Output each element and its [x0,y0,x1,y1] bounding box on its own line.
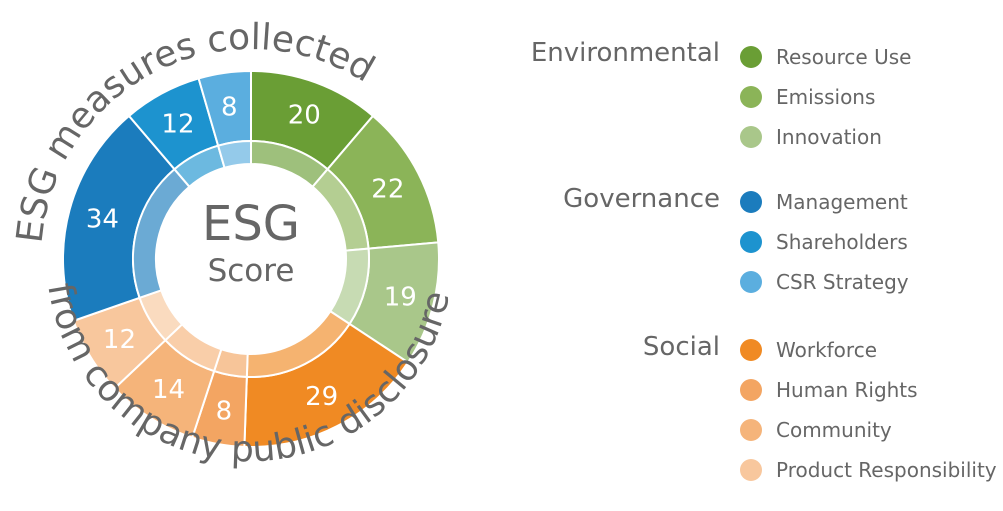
legend-swatch [740,271,762,293]
slice-label-csr-strategy: 8 [221,93,238,123]
legend-item-human-rights: Human Rights [740,376,918,404]
legend-label: Shareholders [776,230,908,254]
legend-swatch [740,86,762,108]
legend: Environmental Resource Use Emissions Inn… [530,0,1000,511]
legend-label: Community [776,418,892,442]
legend-swatch [740,231,762,253]
legend-swatch [740,379,762,401]
legend-item-innovation: Innovation [740,123,882,151]
legend-group-social: Social [642,332,720,362]
legend-swatch [740,191,762,213]
legend-label: Human Rights [776,378,918,402]
legend-item-community: Community [740,416,892,444]
legend-swatch [740,46,762,68]
legend-label: Resource Use [776,45,912,69]
legend-group-environmental: Environmental [530,38,720,68]
legend-label: CSR Strategy [776,270,909,294]
legend-label: Product Responsibility [776,458,997,482]
legend-swatch [740,339,762,361]
center-subtitle: Score [208,253,295,289]
legend-label: Innovation [776,125,882,149]
legend-item-resource-use: Resource Use [740,43,911,71]
legend-swatch [740,459,762,481]
inner-ring-csr-strategy [216,139,252,170]
legend-item-csr-strategy: CSR Strategy [740,268,909,296]
legend-item-workforce: Workforce [740,336,877,364]
slice-label-community: 14 [152,375,185,405]
legend-item-product-responsibility: Product Responsibility [740,456,997,484]
slice-label-human-rights: 8 [216,397,233,427]
slice-labels-layer: 20 22 19 29 8 14 12 34 12 8 [86,93,417,427]
legend-item-shareholders: Shareholders [740,228,908,256]
legend-group-governance: Governance [563,184,720,214]
slice-label-management: 34 [86,205,119,235]
slice-label-workforce: 29 [305,382,338,412]
arc-top-highlight: 400+ [0,0,16,9]
slice-label-product-responsibility: 12 [103,325,136,355]
slice-label-resource-use: 20 [288,100,321,130]
legend-label: Workforce [776,338,878,362]
legend-label: Management [776,190,908,214]
slice-label-innovation: 19 [384,283,417,313]
legend-item-emissions: Emissions [740,83,875,111]
legend-swatch [740,419,762,441]
legend-label: Emissions [776,85,876,109]
legend-item-management: Management [740,188,908,216]
slice-label-emissions: 22 [371,174,404,204]
donut-center [156,164,346,354]
slice-label-shareholders: 12 [161,109,194,139]
center-title: ESG [202,196,300,252]
legend-swatch [740,126,762,148]
